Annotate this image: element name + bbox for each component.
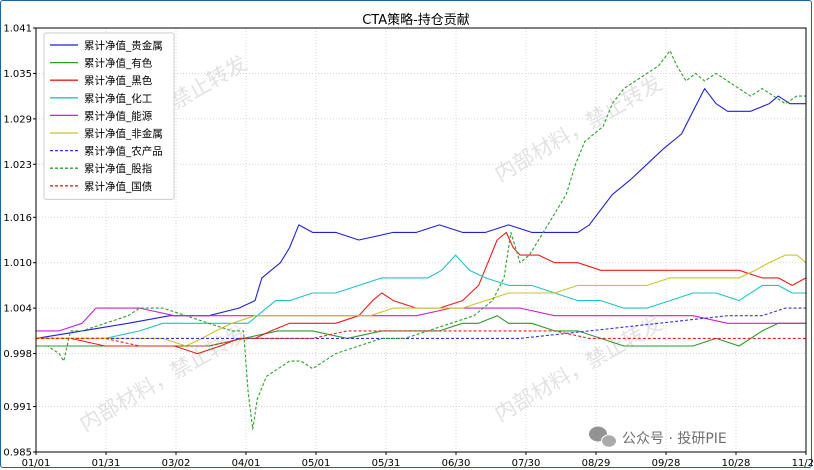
x-tick-label: 09/28 [652, 458, 681, 469]
y-tick-label: 1.004 [3, 304, 32, 315]
series-line [36, 231, 807, 355]
y-tick-label: 1.029 [3, 114, 32, 125]
series-line [36, 307, 806, 332]
x-tick-label: 08/29 [582, 458, 611, 469]
series-line [36, 254, 807, 347]
legend-box [43, 32, 175, 200]
legend-label: 累计净值_有色 [84, 57, 153, 70]
y-tick-label: 1.041 [3, 24, 32, 35]
x-tick-label: 03/02 [162, 458, 191, 469]
legend-label: 累计净值_农产品 [84, 145, 163, 158]
x-tick-label: 05/01 [302, 458, 331, 469]
legend-label: 累计净值_国债 [84, 180, 152, 193]
y-tick-label: 0.991 [3, 402, 32, 413]
series-line [36, 307, 806, 339]
legend-label: 累计净值_黑色 [84, 74, 153, 87]
legend-label: 累计净值_化工 [84, 92, 152, 105]
y-tick-label: 0.998 [3, 349, 32, 360]
x-tick-label: 07/30 [512, 458, 541, 469]
y-tick-label: 0.985 [3, 448, 32, 459]
y-tick-label: 1.035 [3, 69, 32, 80]
x-tick-label: 10/28 [722, 458, 751, 469]
legend-label: 累计净值_股指 [84, 162, 153, 175]
legend-label: 累计净值_非金属 [84, 127, 163, 140]
y-tick-label: 1.010 [3, 258, 32, 269]
brand-watermark-text: 公众号 · 投研PIE [622, 431, 727, 447]
series-line [36, 254, 806, 339]
chart-title: CTA策略-持仓贡献 [362, 12, 470, 28]
x-tick-label: 01/01 [22, 458, 51, 469]
x-tick-label: 11/27 [792, 458, 814, 469]
series-line [36, 50, 806, 430]
series-line [36, 315, 806, 347]
legend-label: 累计净值_贵金属 [84, 39, 163, 52]
series-line [35, 88, 806, 339]
wechat-icon [589, 426, 617, 448]
x-tick-label: 06/30 [442, 458, 471, 469]
y-tick-label: 1.016 [3, 213, 32, 224]
x-tick-label: 05/31 [372, 458, 401, 469]
legend-label: 累计净值_能源 [84, 109, 153, 122]
axes-frame [35, 27, 807, 453]
x-tick-label: 01/31 [92, 458, 121, 469]
y-tick-label: 1.023 [3, 160, 32, 171]
series-line [36, 330, 806, 347]
x-tick-label: 04/01 [232, 458, 261, 469]
